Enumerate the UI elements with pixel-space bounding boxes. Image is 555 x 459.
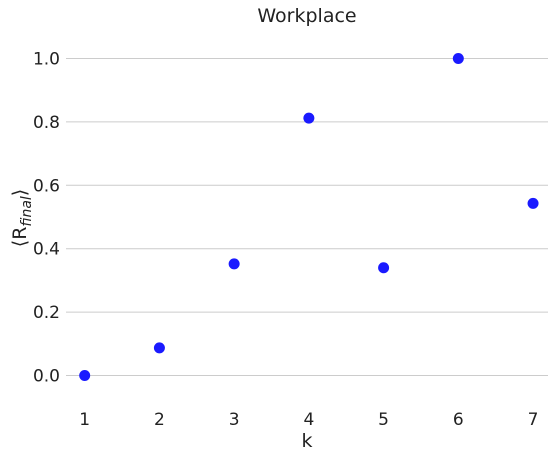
y-tick-label: 0.8 [33,113,60,133]
data-point [228,258,240,270]
y-tick-label: 0.6 [33,176,60,196]
x-tick-label: 2 [154,410,165,430]
y-tick-label: 0.2 [33,303,60,323]
x-tick-label: 5 [378,410,389,430]
y-axis-title: ⟨Rfinal⟩ [9,189,35,247]
x-axis-ticks: 1 2 3 4 5 6 7 [79,410,538,430]
data-point [79,369,91,381]
data-point [378,262,390,274]
data-point [303,112,315,124]
chart-title: Workplace [257,5,356,27]
y-tick-label: 0.4 [33,240,60,260]
y-axis-title-close: ⟩ [9,189,31,196]
data-point [527,197,539,209]
y-tick-label: 0.0 [33,366,60,386]
grid [66,58,548,376]
y-axis-title-subscript: final [19,196,35,226]
x-tick-label: 7 [528,410,539,430]
y-axis-title-main: ⟨R [9,227,31,248]
data-point [452,53,464,65]
x-tick-label: 1 [79,410,90,430]
x-tick-label: 3 [229,410,240,430]
data-points [79,53,539,381]
y-axis-ticks: 0.0 0.2 0.4 0.6 0.8 1.0 [33,50,60,387]
x-tick-label: 4 [303,410,314,430]
x-tick-label: 6 [453,410,464,430]
y-tick-label: 1.0 [33,50,60,70]
x-axis-title: k [301,430,312,452]
data-point [153,342,165,354]
